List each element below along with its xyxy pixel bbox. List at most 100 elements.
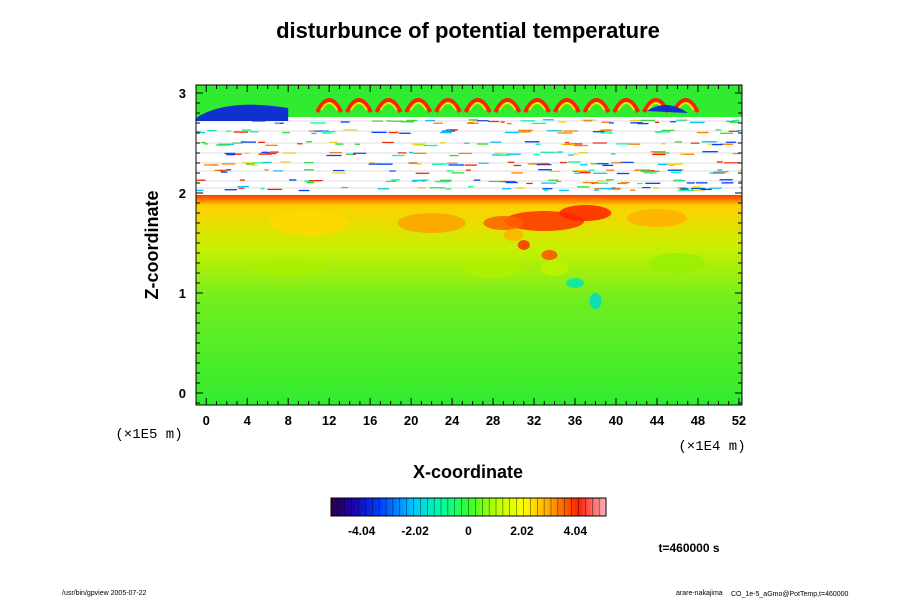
- noise-streak: [388, 131, 399, 134]
- field-feature: [397, 213, 466, 233]
- footer-right-sub: CO_1e-5_aGmo@PotTemp,t=460000: [731, 591, 849, 598]
- noise-streak: [640, 119, 656, 122]
- noise-streak: [616, 172, 630, 175]
- noise-streak: [406, 119, 418, 122]
- colorbar-tick-label: -4.04: [348, 524, 376, 538]
- top-wave-inner: [439, 102, 457, 111]
- noise-streak: [590, 163, 598, 165]
- noise-streak: [594, 182, 609, 184]
- top-wave: [553, 98, 581, 113]
- x-tick-label: 48: [691, 413, 705, 428]
- noise-streak: [629, 119, 641, 122]
- noise-streak: [601, 121, 611, 123]
- noise-streak: [654, 131, 670, 133]
- noise-streak: [260, 187, 265, 190]
- noise-streak: [333, 169, 345, 172]
- noise-streak: [258, 153, 272, 155]
- noise-streak: [304, 161, 314, 164]
- noise-streak: [716, 161, 723, 163]
- noise-streak: [423, 144, 438, 147]
- noise-streak: [533, 153, 540, 156]
- chart-title: disturbunce of potential temperature: [276, 18, 660, 43]
- noise-streak: [267, 188, 283, 191]
- field-feature: [566, 278, 585, 288]
- noise-streak: [340, 121, 350, 123]
- noise-streak: [715, 129, 722, 131]
- noise-streak: [250, 164, 258, 166]
- y-axis-label: Z-coordinate: [142, 190, 162, 299]
- noise-streak: [559, 161, 568, 164]
- noise-streak: [242, 129, 252, 131]
- field-feature: [649, 253, 706, 273]
- noise-streak: [322, 131, 336, 133]
- field-feature: [559, 205, 612, 221]
- noise-streak: [693, 189, 703, 191]
- upper-white-layer: [196, 117, 742, 195]
- noise-streak: [216, 144, 231, 146]
- noise-streak: [689, 121, 705, 124]
- y-axis-unit: (×1E5 m): [115, 427, 182, 443]
- noise-streak: [448, 164, 465, 166]
- field-feature: [248, 260, 329, 276]
- noise-streak: [416, 163, 422, 165]
- noise-streak: [377, 188, 389, 190]
- x-tick-label: 12: [322, 413, 336, 428]
- noise-streak: [473, 179, 481, 181]
- noise-streak: [738, 180, 742, 182]
- noise-streak: [641, 186, 651, 189]
- noise-streak: [435, 180, 451, 183]
- noise-streak: [466, 122, 479, 124]
- noise-streak: [690, 187, 706, 190]
- noise-streak: [500, 121, 505, 123]
- x-tick-label: 28: [486, 413, 500, 428]
- x-tick-label: 20: [404, 413, 418, 428]
- noise-streak: [696, 131, 709, 134]
- noise-streak: [619, 161, 634, 164]
- noise-streak: [476, 143, 489, 145]
- top-wave: [493, 98, 522, 113]
- noise-streak: [306, 181, 314, 183]
- field-feature: [463, 258, 524, 278]
- noise-streak: [645, 182, 661, 184]
- noise-streak: [421, 179, 429, 181]
- noise-streak: [445, 188, 452, 190]
- x-tick-label: 40: [609, 413, 623, 428]
- noise-streak: [650, 151, 666, 153]
- field-features: [248, 205, 706, 309]
- noise-streak: [412, 180, 418, 182]
- noise-streak: [218, 143, 234, 145]
- noise-streak: [635, 169, 651, 171]
- noise-streak: [343, 129, 358, 131]
- noise-streak: [637, 122, 649, 125]
- noise-streak: [600, 187, 613, 190]
- noise-streak: [262, 161, 272, 164]
- noise-streak: [721, 182, 734, 184]
- field-feature: [589, 293, 602, 309]
- noise-streak: [652, 153, 666, 156]
- noise-streak: [280, 161, 291, 163]
- noise-streak: [620, 182, 630, 184]
- noise-streak: [719, 132, 734, 134]
- noise-streak: [341, 186, 348, 189]
- noise-streak: [506, 122, 512, 125]
- noise-streak: [274, 122, 280, 125]
- noise-streak: [391, 179, 400, 181]
- noise-streak: [354, 143, 360, 145]
- noise-streak: [326, 154, 342, 157]
- noise-streak: [678, 189, 695, 191]
- noise-streak: [661, 129, 675, 132]
- noise-streak: [713, 171, 720, 174]
- top-layer-waves: [196, 85, 742, 121]
- noise-streak: [425, 120, 436, 122]
- noise-streak: [732, 119, 740, 122]
- noise-streak: [399, 132, 411, 134]
- y-tick-label: 0: [179, 386, 186, 401]
- noise-streak: [439, 131, 452, 134]
- noise-streak: [608, 122, 614, 124]
- noise-streak: [616, 143, 631, 145]
- x-tick-label: 4: [244, 413, 252, 428]
- noise-streak: [567, 143, 583, 145]
- noise-streak: [297, 143, 303, 145]
- x-tick-label: 52: [732, 413, 746, 428]
- field-feature: [483, 216, 524, 230]
